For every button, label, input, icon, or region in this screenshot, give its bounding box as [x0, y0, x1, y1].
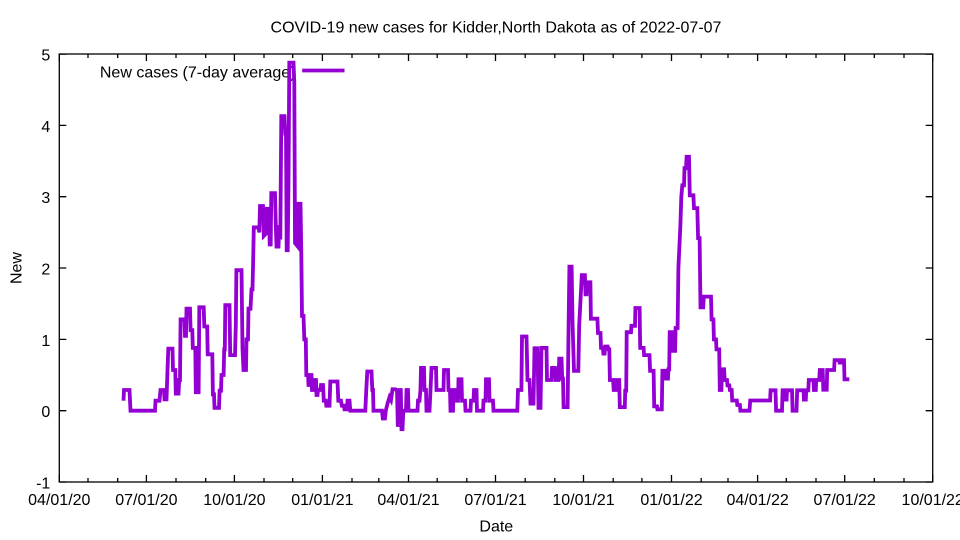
svg-text:04/01/22: 04/01/22 — [726, 492, 788, 509]
svg-text:Date: Date — [479, 519, 513, 536]
svg-text:0: 0 — [41, 404, 50, 421]
svg-text:4: 4 — [41, 119, 50, 136]
svg-text:New: New — [9, 252, 26, 284]
svg-text:1: 1 — [41, 333, 50, 350]
svg-text:04/01/20: 04/01/20 — [28, 492, 90, 509]
svg-text:10/01/21: 10/01/21 — [552, 492, 614, 509]
svg-text:10/01/22: 10/01/22 — [902, 492, 960, 509]
svg-text:07/01/21: 07/01/21 — [464, 492, 526, 509]
svg-text:04/01/21: 04/01/21 — [377, 492, 439, 509]
svg-text:COVID-19 new cases for Kidder,: COVID-19 new cases for Kidder,North Dako… — [271, 20, 722, 37]
svg-text:01/01/22: 01/01/22 — [640, 492, 702, 509]
svg-text:5: 5 — [41, 48, 50, 65]
svg-text:10/01/20: 10/01/20 — [203, 492, 265, 509]
svg-text:07/01/22: 07/01/22 — [814, 492, 876, 509]
svg-text:2: 2 — [41, 262, 50, 279]
svg-text:New cases (7-day average): New cases (7-day average) — [100, 65, 296, 82]
svg-text:07/01/20: 07/01/20 — [115, 492, 177, 509]
svg-text:01/01/21: 01/01/21 — [291, 492, 353, 509]
svg-text:3: 3 — [41, 190, 50, 207]
svg-text:-1: -1 — [36, 476, 50, 493]
